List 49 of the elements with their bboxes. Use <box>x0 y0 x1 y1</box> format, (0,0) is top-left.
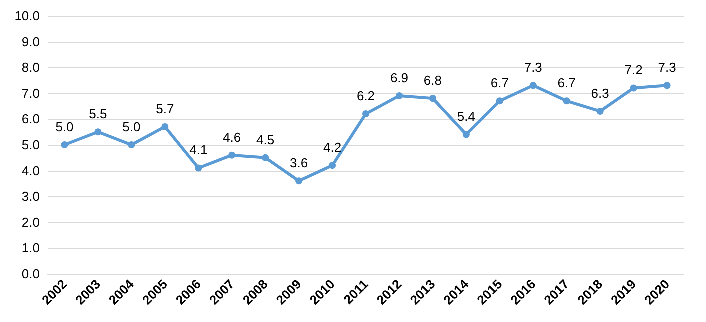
y-tick-label: 9.0 <box>22 34 40 50</box>
point <box>664 82 671 90</box>
point <box>596 108 604 115</box>
point <box>195 164 202 172</box>
y-tick-label: 3.0 <box>22 189 40 204</box>
point <box>228 152 236 159</box>
y-tick-label: 10.0 <box>14 8 40 24</box>
point <box>262 154 270 162</box>
y-tick-label: 5.0 <box>22 138 40 152</box>
data-label: 5.0 <box>122 120 141 134</box>
data-label: 4.1 <box>190 142 208 158</box>
point <box>496 98 504 105</box>
point <box>563 98 570 105</box>
data-label: 5.4 <box>457 109 476 124</box>
data-label: 6.7 <box>490 76 509 91</box>
y-tick-label: 1.0 <box>22 240 40 256</box>
data-label: 7.2 <box>624 62 643 78</box>
point <box>429 95 436 102</box>
data-label: 5.5 <box>89 106 108 122</box>
data-label: 6.8 <box>424 73 442 88</box>
point <box>296 178 303 185</box>
point <box>94 128 102 136</box>
data-label: 3.6 <box>290 156 308 171</box>
data-label: 6.2 <box>356 88 376 104</box>
point <box>362 110 370 118</box>
data-label: 5.7 <box>156 101 174 116</box>
data-label: 6.3 <box>591 86 610 101</box>
point <box>530 82 537 90</box>
point <box>462 131 470 138</box>
point <box>329 162 336 170</box>
data-label: 4.2 <box>323 140 342 156</box>
y-tick-label: 2.0 <box>22 214 40 230</box>
data-label: 4.6 <box>223 130 242 145</box>
data-label: 5.0 <box>56 120 74 134</box>
point <box>162 123 169 130</box>
y-tick-label: 7.0 <box>22 86 40 101</box>
data-label: 7.3 <box>658 60 676 76</box>
data-label: 6.9 <box>390 70 409 86</box>
point <box>630 84 638 92</box>
data-label: 7.3 <box>524 60 542 76</box>
point <box>128 142 136 148</box>
data-label: 6.7 <box>558 76 576 91</box>
y-tick-label: 4.0 <box>22 163 40 178</box>
y-tick-label: 8.0 <box>22 60 40 76</box>
y-tick-label: 0.0 <box>22 266 40 282</box>
y-tick-label: 6.0 <box>22 112 40 127</box>
data-label: 4.5 <box>256 132 275 148</box>
point <box>61 142 68 148</box>
point <box>396 92 403 100</box>
